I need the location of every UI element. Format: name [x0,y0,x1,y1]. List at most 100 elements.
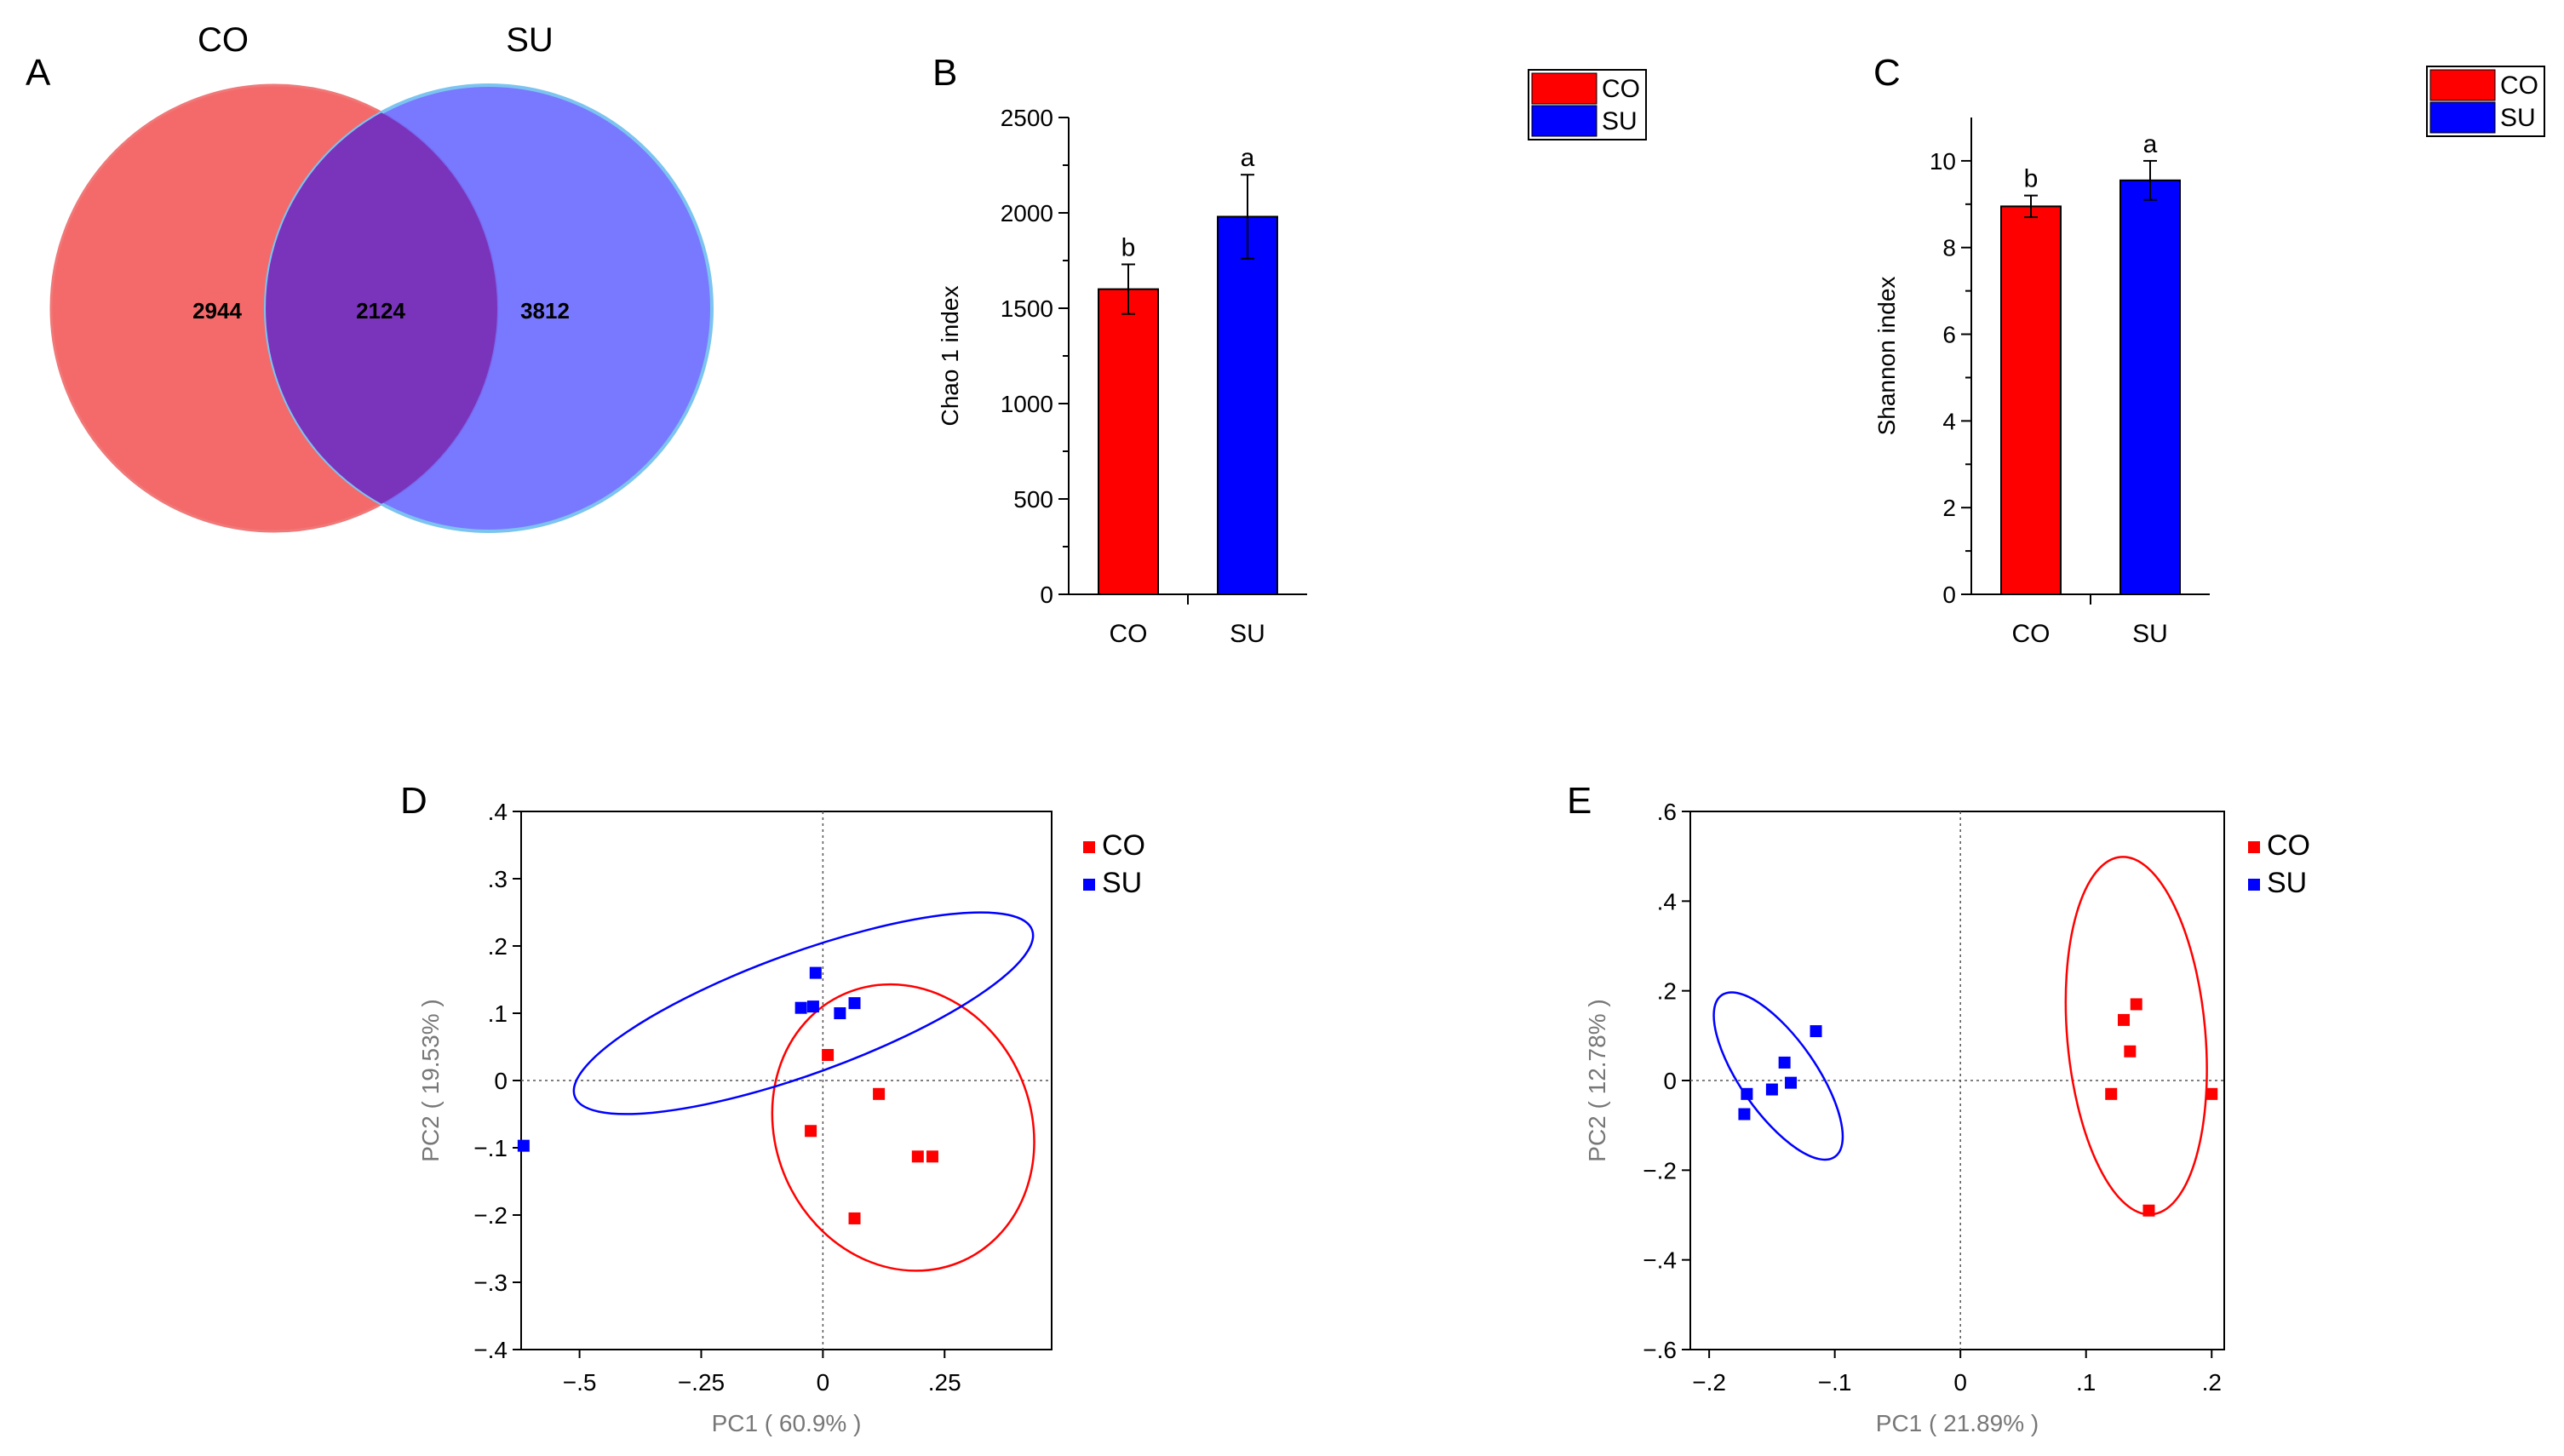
series-co: CO [2064,829,2310,1217]
y-tick-label: 10 [1930,148,1956,175]
y-tick-label: 1000 [1001,391,1053,417]
scatter-chart-d: D −.5 −.25 0 .25 −.4 −.3 −.2 −.1 0 .1 .2 .3 .4 PC1 ( 6… [400,780,1145,1436]
y-axis-title: PC2 ( 12.78% ) [1584,999,1610,1161]
x-tick-label: −.2 [1692,1369,1726,1396]
venn-label-su: SU [506,21,554,59]
bar-co [2000,205,2062,595]
x-tick-label: −.5 [563,1369,597,1396]
legend-swatch-su [1531,105,1597,137]
significance-letter: b [2024,165,2039,193]
venn-count-both: 2124 [356,298,405,324]
y-tick-label: .1 [488,1000,508,1027]
y-axis-title: Shannon index [1873,277,1900,436]
y-tick-label: 0 [494,1068,508,1094]
data-point [2117,1013,2130,1026]
y-tick-label: 6 [1942,322,1956,348]
data-point [2105,1087,2118,1100]
data-point [1738,1108,1751,1121]
y-tick-label: .2 [488,933,508,960]
legend-label-co: CO [1102,829,1145,862]
data-point [2124,1045,2137,1058]
x-tick-label: SU [2132,620,2168,648]
data-point [926,1150,938,1163]
data-point [848,1212,861,1224]
legend-label-su: SU [2267,867,2307,899]
legend-label-co: CO [2267,829,2310,862]
data-point [2130,998,2142,1011]
data-point [834,1007,846,1019]
legend-marker-co [1083,841,1095,853]
legend-label-co: CO [2500,72,2538,100]
y-tick-label: .4 [488,799,508,825]
data-point [822,1048,835,1061]
data-point [517,1139,530,1152]
y-tick-label: 500 [1013,486,1053,513]
x-tick-label: SU [1230,620,1265,648]
x-tick-label: .1 [2076,1369,2096,1396]
bar-co [1098,288,1159,595]
legend-swatch-co [2429,69,2496,101]
x-tick-label: 0 [1953,1369,1967,1396]
scatter-chart-e: E −.2 −.1 0 .1 .2 −.6 −.4 −.2 0 .2 .4 .6 PC1 ( 21.89%… [1567,780,2310,1436]
y-tick-label: −.2 [1643,1157,1677,1184]
y-tick-label: .3 [488,866,508,892]
confidence-ellipse-co [771,983,1035,1272]
x-tick-label: .25 [928,1369,961,1396]
significance-letter: b [1121,233,1136,261]
confidence-ellipse-su [1712,991,1844,1161]
x-tick-label: −.1 [1818,1369,1852,1396]
bar-chart-c: C 0 2 4 6 8 10 Shannon index b CO a SU CO SU [1873,52,2545,648]
y-axis-title: Chao 1 index [937,285,963,426]
y-tick-label: 0 [1942,582,1956,608]
data-point [1765,1083,1778,1096]
y-tick-label: 2 [1942,495,1956,521]
legend-label-su: SU [1602,107,1638,135]
data-point [1810,1025,1822,1038]
y-tick-label: 1500 [1001,295,1053,322]
significance-letter: a [1241,144,1255,172]
data-point [805,1125,817,1138]
venn-count-su-only: 3812 [520,298,570,324]
y-tick-label: .2 [1657,978,1677,1005]
confidence-ellipse-su [572,911,1035,1115]
panel-label-c: C [1873,52,1901,94]
series-su: SU [1712,867,2307,1161]
legend-label-su: SU [1102,867,1142,899]
bar-su [1217,215,1278,595]
bar-su [2119,179,2181,595]
y-tick-label: 2000 [1001,200,1053,226]
confidence-ellipse-co [2064,856,2208,1216]
y-tick-label: −.1 [473,1135,508,1161]
x-tick-label: 0 [817,1369,830,1396]
legend-label-su: SU [2500,104,2536,132]
y-tick-label: .6 [1657,799,1677,825]
legend-swatch-su [2429,101,2496,134]
y-tick-label: −.3 [473,1270,508,1296]
y-tick-label: −.6 [1643,1337,1677,1363]
x-tick-label: CO [1110,620,1148,648]
y-tick-label: −.4 [473,1337,508,1363]
panel-label-d: D [400,780,427,822]
panel-label-a: A [26,52,51,94]
panel-label-e: E [1567,780,1592,822]
y-tick-label: −.2 [473,1202,508,1229]
data-point [2142,1204,2155,1217]
x-axis-title: PC1 ( 60.9% ) [712,1410,862,1436]
data-point [1778,1056,1791,1069]
series-co: CO [771,829,1145,1272]
x-axis-title: PC1 ( 21.89% ) [1876,1410,2039,1436]
panel-label-b: B [932,52,957,94]
data-point [848,997,861,1010]
legend-label-co: CO [1602,75,1640,103]
y-tick-label: 0 [1040,582,1053,608]
legend: CO SU [2426,66,2545,137]
legend-swatch-co [1531,72,1597,105]
y-axis-title: PC2 ( 19.53% ) [417,999,444,1161]
y-tick-label: −.4 [1643,1247,1677,1274]
legend: CO SU [1528,69,1647,140]
y-tick-label: 8 [1942,235,1956,261]
x-tick-label: CO [2012,620,2051,648]
x-tick-label: −.25 [678,1369,725,1396]
